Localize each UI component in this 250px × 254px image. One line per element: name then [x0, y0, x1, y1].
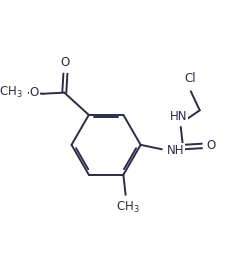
Text: CH$_3$: CH$_3$ [116, 200, 139, 215]
Text: CH$_3$: CH$_3$ [0, 85, 23, 100]
Text: O: O [30, 86, 39, 99]
Text: O: O [60, 56, 70, 69]
Text: HN: HN [169, 110, 186, 123]
Text: O: O [205, 139, 214, 152]
Text: Cl: Cl [183, 72, 195, 85]
Text: NH: NH [166, 144, 184, 157]
